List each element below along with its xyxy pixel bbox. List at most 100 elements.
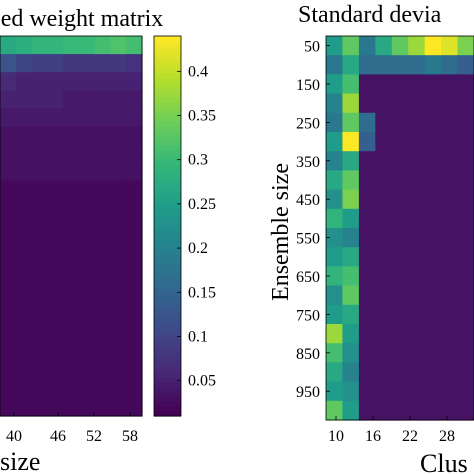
colorbar-segment [154,78,181,85]
left-heatmap-cell [78,180,96,200]
left-heatmap-cell [0,72,17,91]
right-heatmap-cell [342,112,360,133]
right-heatmap-cell [441,55,459,75]
right-heatmap-cell [342,324,360,344]
right-heatmap-cell [441,132,459,152]
right-heatmap-cell [391,381,409,402]
colorbar-segment [154,45,181,51]
left-heatmap-cell [63,271,80,290]
left-heatmap-frame [0,35,143,417]
left-heatmap-cell [126,108,143,128]
left-heatmap-cell [110,325,127,345]
left-heatmap-cell [15,379,33,399]
left-heatmap-cell [110,72,127,91]
left-heatmap-cell [94,72,112,91]
right-y-tick-label: 150 [296,77,320,94]
right-heatmap-cell [457,400,474,421]
right-heatmap-cell [375,247,393,267]
right-y-ticks: 50 150 250 350 450 550 650 750 850 950 [296,39,330,401]
colorbar-segment [154,264,181,270]
left-heatmap-cell [94,307,112,327]
colorbar-segment [154,363,181,370]
right-heatmap-cell [408,132,426,152]
left-heatmap-cell [94,144,112,164]
left-heatmap-cell [15,162,33,182]
right-heatmap-cell [358,55,376,75]
left-heatmap-cell [126,361,143,381]
right-heatmap-cell [441,170,459,191]
left-heatmap-cell [15,180,33,200]
left-heatmap-cell [94,54,112,73]
colorbar-segment [154,188,181,194]
right-heatmap-cell [342,132,360,152]
left-heatmap-cell [47,325,64,345]
colorbar-segment [154,330,181,336]
right-heatmap-cell [441,74,459,95]
left-heatmap-cell [31,54,48,73]
left-heatmap-cell [78,162,96,182]
colorbar-segment [154,74,181,80]
right-heatmap-cell [375,381,393,402]
right-heatmap-cell [457,362,474,383]
left-heatmap-cell [47,162,64,182]
left-x-axis-label: size [0,447,40,474]
left-heatmap-cell [126,235,143,254]
right-heatmap-cell [342,400,360,421]
left-heatmap-cell [94,235,112,254]
left-heatmap-cell [47,72,64,91]
right-heatmap-cell [326,93,344,114]
right-heatmap-cell [375,55,393,75]
right-heatmap-cell [424,36,442,56]
left-heatmap-cell [0,180,17,200]
left-heatmap-cell [78,253,96,272]
right-heatmap-cell [326,362,344,383]
right-heatmap-cell [391,112,409,133]
right-y-tick-label: 550 [296,231,320,248]
right-heatmap-cell [441,151,459,171]
left-heatmap [0,35,143,417]
left-heatmap-cell [31,72,48,91]
right-heatmap-cell [342,304,360,325]
left-heatmap-cell [78,397,96,417]
left-heatmap-cell [0,343,17,363]
left-heatmap-cell [63,307,80,327]
right-heatmap-cell [375,132,393,152]
right-heatmap-cell [326,343,344,363]
left-heatmap-cell [15,289,33,309]
left-heatmap-cell [78,90,96,109]
right-heatmap-cell [408,285,426,306]
right-heatmap-cell [441,189,459,210]
right-x-tick-label: 28 [439,428,455,445]
right-heatmap-cell [408,343,426,363]
right-x-tick-label: 16 [365,428,381,445]
colorbar-segment [154,411,181,417]
colorbar-segment [154,382,181,389]
left-heatmap-cell [126,126,143,146]
left-heatmap-cell [0,289,17,309]
colorbar-segment [154,59,181,66]
left-heatmap-cell [110,90,127,109]
right-heatmap-cell [358,36,376,56]
left-heatmap-cell [15,307,33,327]
colorbar-segment [154,249,181,256]
right-heatmap-cell [391,228,409,248]
colorbar-segment [154,406,181,412]
left-heatmap-cell [126,54,143,73]
left-heatmap-cell [47,379,64,399]
right-heatmap-cell [424,362,442,383]
left-heatmap-cell [0,253,17,272]
left-chart-title: ed weight matrix [1,6,164,32]
right-heatmap-cell [326,304,344,325]
right-heatmap [325,35,474,421]
colorbar-segment [154,392,181,398]
right-y-tick-label: 350 [296,154,320,171]
left-x-ticks: 40 46 52 58 [6,412,138,445]
left-heatmap-cell [15,108,33,128]
left-heatmap-cell [31,162,48,182]
colorbar-segment [154,50,181,56]
left-heatmap-cell [47,397,64,417]
right-heatmap-cell [408,74,426,95]
left-heatmap-cell [15,253,33,272]
right-heatmap-cell [441,112,459,133]
left-heatmap-cell [47,253,64,272]
